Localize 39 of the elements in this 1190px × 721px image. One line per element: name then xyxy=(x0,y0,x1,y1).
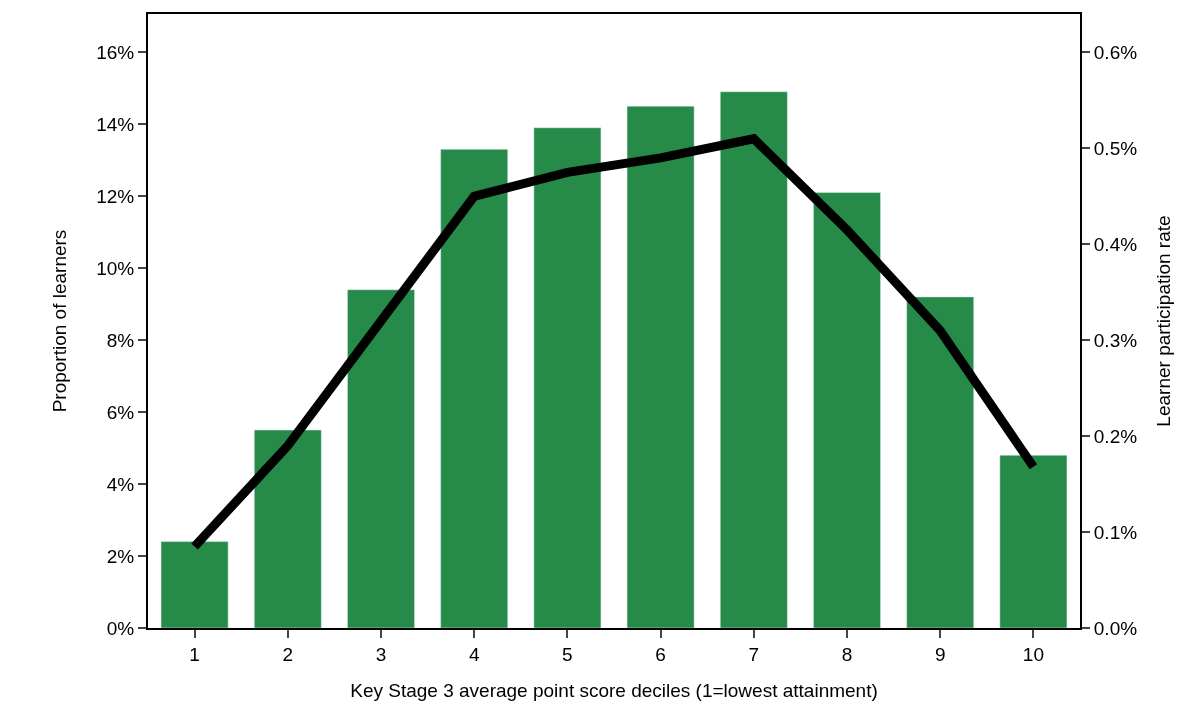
bar xyxy=(626,105,695,628)
y-tick-label: 16% xyxy=(96,41,135,63)
bar xyxy=(720,91,788,628)
y-tick-label: 4% xyxy=(106,473,135,495)
y2-axis-title: Learner participation rate xyxy=(1152,215,1174,427)
bar xyxy=(999,455,1068,628)
x-tick-label: 10 xyxy=(1022,643,1044,665)
y2-tick-label: 0.1% xyxy=(1093,521,1138,543)
y-tick-label: 6% xyxy=(106,401,135,423)
x-tick-label: 4 xyxy=(468,643,480,665)
y2-tick-label: 0.3% xyxy=(1093,329,1138,351)
bar xyxy=(440,149,508,628)
y-tick-label: 10% xyxy=(96,257,135,279)
y-axis-title: Proportion of learners xyxy=(48,229,70,413)
bar xyxy=(160,541,229,628)
y-tick-label: 12% xyxy=(96,185,135,207)
bar xyxy=(347,289,415,628)
x-tick-label: 2 xyxy=(282,643,294,665)
y2-tick-label: 0.2% xyxy=(1093,425,1138,447)
y-tick-label: 14% xyxy=(96,113,135,135)
y2-tick-label: 0.4% xyxy=(1093,233,1138,255)
x-tick-label: 7 xyxy=(748,643,760,665)
y-tick-label: 2% xyxy=(106,545,135,567)
y-tick-label: 0% xyxy=(106,617,135,639)
y2-tick-label: 0.5% xyxy=(1093,137,1138,159)
x-tick-label: 5 xyxy=(562,643,573,665)
x-tick-label: 9 xyxy=(934,643,946,665)
bar xyxy=(906,296,974,628)
x-tick-label: 8 xyxy=(841,643,853,665)
x-tick-label: 6 xyxy=(655,643,666,665)
y2-tick-label: 0.6% xyxy=(1093,42,1138,64)
bar xyxy=(813,192,881,628)
bar xyxy=(254,429,322,628)
x-axis-title: Key Stage 3 average point score deciles (1=lowest attainment) xyxy=(350,680,878,702)
x-tick-label: 3 xyxy=(375,643,387,665)
bar xyxy=(533,127,602,628)
x-tick-label: 1 xyxy=(189,643,200,665)
y2-tick-label: 0.0% xyxy=(1093,617,1138,639)
y-tick-label: 8% xyxy=(106,329,135,351)
